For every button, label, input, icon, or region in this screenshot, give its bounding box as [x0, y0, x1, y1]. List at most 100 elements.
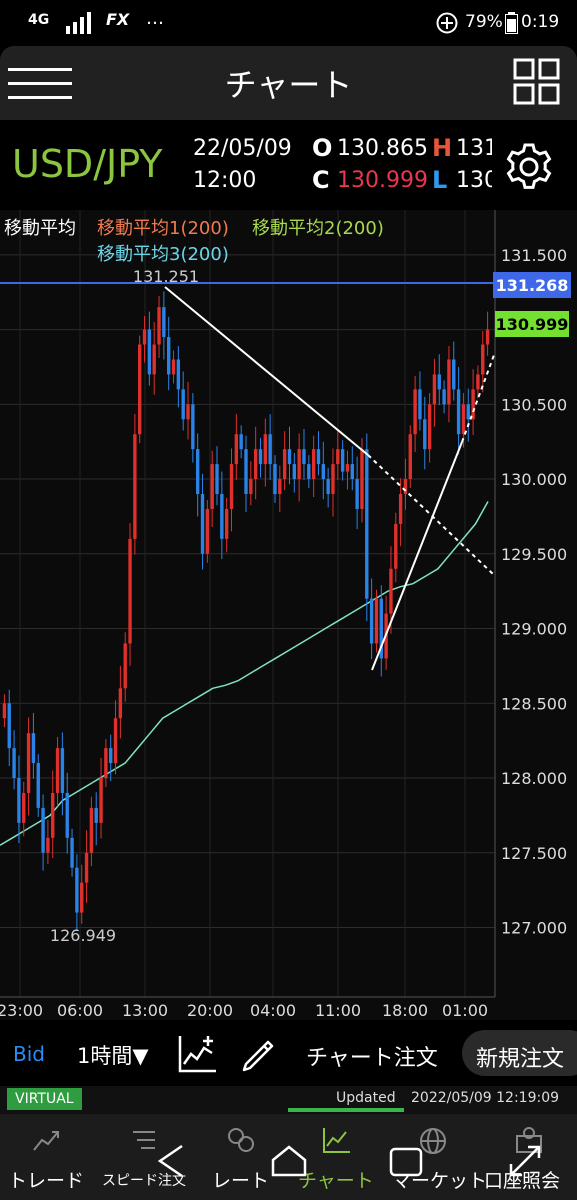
candle-body — [263, 434, 268, 465]
price-chart[interactable]: 131.500131.000130.500130.000129.500129.0… — [0, 210, 577, 1020]
nav-item-account[interactable]: 口座照会 — [480, 1114, 577, 1200]
candle-body — [413, 389, 417, 435]
indicator-name: 移動平均 — [4, 218, 76, 239]
candle-body — [374, 598, 379, 644]
candle-body — [437, 374, 441, 390]
high-value: 131 — [456, 136, 492, 161]
new-order-label: 新規注文 — [476, 1047, 565, 1072]
candle-body — [336, 449, 340, 465]
candle-body — [99, 778, 103, 823]
battery-percent: 79% — [465, 12, 503, 32]
trendlines — [164, 286, 495, 671]
candle-body — [51, 792, 55, 838]
grid-icon[interactable] — [513, 58, 561, 106]
quote-info: USD/JPY 22/05/09 12:00 O 130.865 H 131 C… — [0, 120, 577, 210]
home-icon[interactable] — [270, 1144, 308, 1178]
rate-icon — [228, 1128, 254, 1152]
candle-body — [138, 344, 142, 435]
status-strip: VIRTUAL Updated 2022/05/09 12:19:09 — [0, 1086, 577, 1114]
candle-body — [128, 538, 132, 644]
fx-app-badge: FX — [106, 10, 130, 29]
pencil-icon[interactable] — [240, 1034, 278, 1072]
candle-body — [113, 718, 118, 764]
trade-icon — [33, 1131, 59, 1151]
candle-body — [253, 449, 258, 480]
low-label: L — [432, 166, 448, 194]
page-title: チャート — [224, 66, 353, 104]
candle-body — [452, 359, 456, 390]
recents-icon[interactable] — [388, 1146, 424, 1178]
high-label: H — [432, 134, 453, 162]
candle-body — [210, 464, 214, 509]
app-header: チャート — [0, 46, 577, 120]
candle-body — [195, 449, 200, 495]
candle-body — [17, 778, 21, 823]
time-tick-label: 01:00 — [442, 1001, 488, 1020]
candle-body — [2, 703, 7, 719]
candle-body — [287, 449, 292, 465]
candle-body — [403, 479, 408, 495]
candle-body — [456, 389, 461, 435]
ma3-line — [0, 501, 489, 846]
network-indicator: 4G — [28, 12, 50, 28]
new-order-button[interactable]: 新規注文 — [462, 1030, 577, 1076]
candle-body — [215, 464, 219, 495]
back-icon[interactable] — [156, 1144, 186, 1178]
hamburger-icon[interactable] — [8, 66, 72, 102]
chart-add-icon[interactable] — [178, 1034, 218, 1074]
candle-body — [162, 307, 166, 338]
candle-body — [157, 307, 161, 345]
candle-body — [476, 374, 480, 390]
chart-order-button[interactable]: チャート注文 — [306, 1046, 438, 1071]
candle-body — [191, 404, 195, 450]
candle-body — [302, 449, 306, 465]
candle-body — [104, 748, 108, 779]
candle-body — [224, 508, 229, 539]
candle-body — [379, 598, 383, 659]
time-tick-label: 04:00 — [250, 1001, 296, 1020]
hline-badge — [493, 272, 571, 298]
price-tick-label: 129.000 — [501, 620, 567, 639]
candle-body — [345, 464, 350, 472]
candle-body — [423, 419, 427, 450]
nav-item-speed-order[interactable]: スピード注文 — [96, 1114, 192, 1200]
quote-date: 22/05/09 — [193, 136, 292, 161]
currency-pair[interactable]: USD/JPY — [12, 142, 163, 186]
expand-icon[interactable] — [508, 1144, 542, 1178]
nav-item-trade[interactable]: トレード — [0, 1114, 96, 1200]
candle-body — [171, 359, 176, 375]
candle-body — [408, 434, 412, 480]
candle-body — [167, 337, 171, 375]
time-tick-label: 23:00 — [0, 1001, 43, 1020]
nav-label: スピード注文 — [102, 1173, 186, 1189]
candle-body — [471, 389, 475, 420]
candle-body — [297, 449, 301, 480]
gear-icon[interactable] — [502, 140, 556, 194]
price-type-toggle[interactable]: Bid — [13, 1042, 45, 1066]
candle-body — [427, 404, 432, 450]
updated-time: 2022/05/09 12:19:09 — [411, 1090, 560, 1106]
candle-body — [234, 434, 239, 465]
candle-body — [200, 494, 205, 554]
nav-label: 口座照会 — [484, 1170, 561, 1192]
candle-body — [481, 344, 485, 375]
candle-body — [133, 434, 137, 539]
time-tick-label: 06:00 — [57, 1001, 103, 1020]
nav-item-rate[interactable]: レート — [192, 1114, 288, 1200]
price-tick-label: 127.500 — [501, 844, 567, 863]
candle-body — [350, 464, 354, 480]
candle-body — [485, 329, 490, 345]
nav-item-chart[interactable]: チャート — [288, 1114, 384, 1200]
chart-toolbar: Bid 1時間▼ チャート注文 新規注文 — [0, 1020, 577, 1086]
candle-body — [394, 523, 398, 569]
candle-body — [239, 434, 243, 450]
more-notifications: … — [146, 8, 164, 29]
open-label: O — [312, 134, 333, 162]
candle-body — [340, 449, 345, 472]
interval-select[interactable]: 1時間▼ — [77, 1044, 149, 1068]
moving-average-3-line — [0, 501, 489, 846]
hline-price: 131.268 — [496, 276, 569, 295]
time-tick-label: 13:00 — [122, 1001, 168, 1020]
candle-body — [41, 807, 45, 853]
candle-body — [70, 837, 74, 868]
